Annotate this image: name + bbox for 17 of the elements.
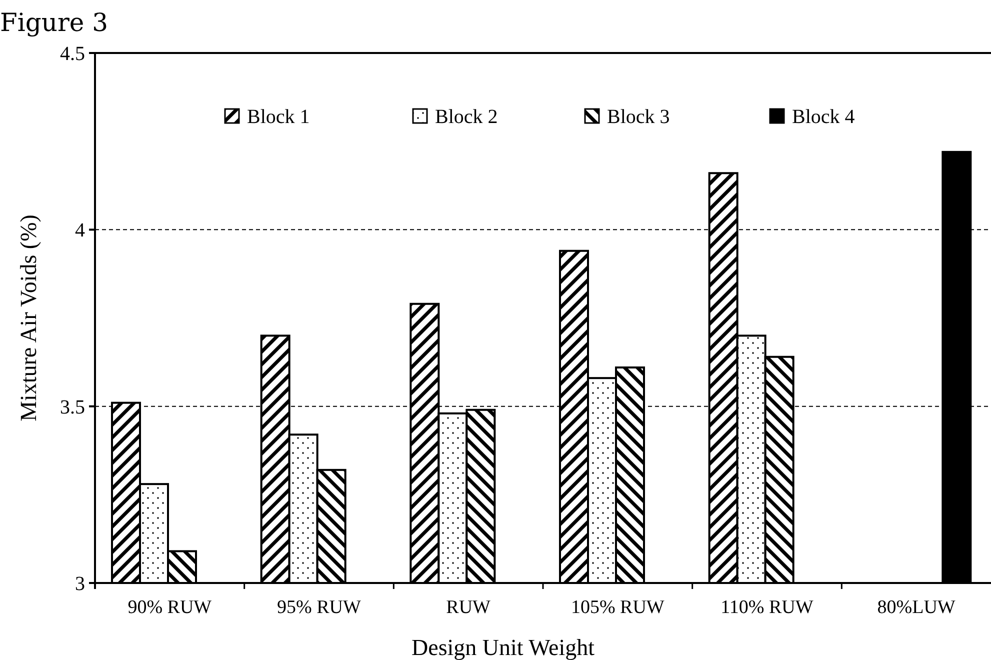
legend-label: Block 2 (435, 106, 498, 128)
y-tick-label: 4 (75, 220, 85, 242)
y-axis-title: Mixture Air Voids (%) (16, 214, 41, 422)
y-tick-label: 3.5 (60, 396, 85, 418)
x-tick-label: 80%LUW (877, 597, 956, 618)
x-tick-label: 90% RUW (128, 597, 212, 618)
x-tick-label: 105% RUW (570, 597, 664, 618)
legend-label: Block 4 (792, 106, 855, 128)
legend-label: Block 1 (247, 106, 310, 128)
chart-title: Figure 3 (0, 8, 108, 37)
x-tick-label: RUW (446, 597, 491, 618)
y-tick-label: 3 (75, 573, 85, 595)
x-tick-label: 110% RUW (720, 597, 814, 618)
x-tick-label: 95% RUW (277, 597, 362, 618)
y-tick-label: 4.5 (60, 43, 85, 65)
x-axis-title: Design Unit Weight (412, 635, 596, 660)
legend-label: Block 3 (607, 106, 670, 128)
